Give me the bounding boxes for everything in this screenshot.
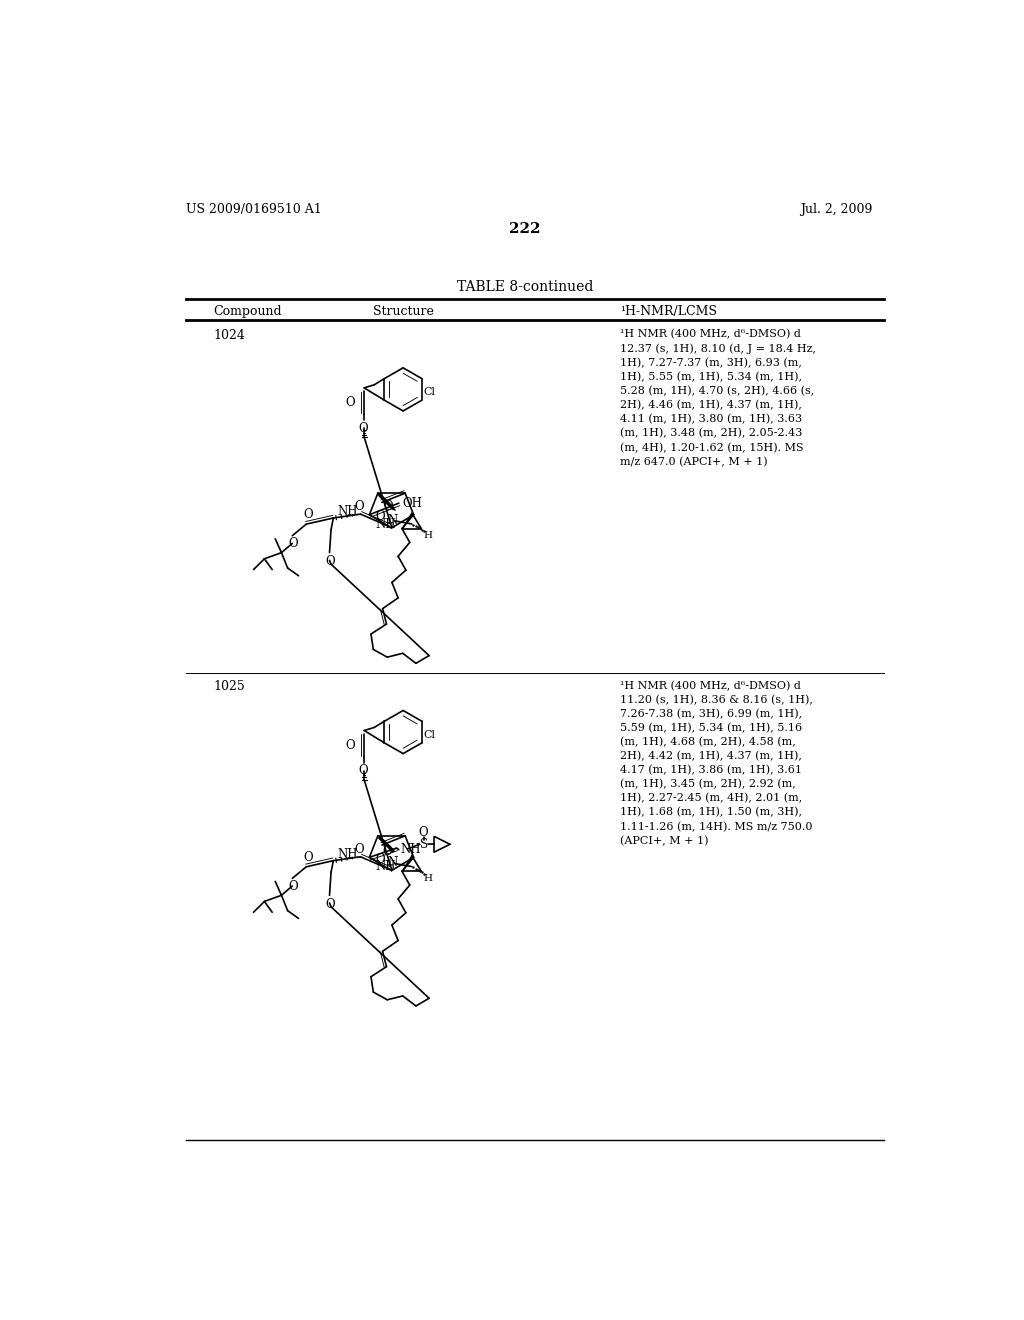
Text: S: S	[420, 838, 428, 851]
Text: H: H	[424, 874, 432, 883]
Text: Cl: Cl	[424, 730, 435, 739]
Text: H: H	[424, 531, 432, 540]
Text: Structure: Structure	[373, 305, 433, 318]
Text: NH: NH	[400, 843, 421, 857]
Text: O: O	[376, 853, 385, 866]
Text: 222: 222	[509, 222, 541, 235]
Text: O: O	[304, 508, 313, 521]
Text: NH: NH	[376, 517, 396, 531]
Text: O: O	[345, 739, 355, 751]
Text: O: O	[354, 842, 364, 855]
Text: O: O	[358, 764, 369, 777]
Text: ¹H NMR (400 MHz, d⁶-DMSO) d
12.37 (s, 1H), 8.10 (d, J = 18.4 Hz,
1H), 7.27-7.37 : ¹H NMR (400 MHz, d⁶-DMSO) d 12.37 (s, 1H…	[621, 330, 816, 467]
Text: N: N	[387, 857, 397, 870]
Text: O: O	[419, 826, 428, 840]
Text: Jul. 2, 2009: Jul. 2, 2009	[800, 203, 872, 216]
Text: O: O	[289, 537, 298, 550]
Text: Cl: Cl	[424, 387, 435, 397]
Text: ¹H-NMR/LCMS: ¹H-NMR/LCMS	[621, 305, 717, 318]
Text: Compound: Compound	[213, 305, 282, 318]
Text: ¹H NMR (400 MHz, d⁶-DMSO) d
11.20 (s, 1H), 8.36 & 8.16 (s, 1H),
7.26-7.38 (m, 3H: ¹H NMR (400 MHz, d⁶-DMSO) d 11.20 (s, 1H…	[621, 681, 813, 846]
Text: 1024: 1024	[213, 330, 245, 342]
Text: O: O	[354, 500, 364, 513]
Text: OH: OH	[402, 496, 423, 510]
Text: O: O	[383, 500, 393, 513]
Text: O: O	[326, 898, 335, 911]
Text: NH: NH	[337, 506, 357, 519]
Text: O: O	[289, 880, 298, 892]
Text: 1025: 1025	[213, 681, 245, 693]
Text: O: O	[358, 422, 369, 434]
Text: O: O	[326, 554, 335, 568]
Text: NH: NH	[376, 861, 396, 874]
Text: NH: NH	[337, 847, 357, 861]
Text: O: O	[382, 845, 392, 858]
Text: TABLE 8-continued: TABLE 8-continued	[457, 280, 593, 294]
Text: N: N	[387, 513, 397, 527]
Text: US 2009/0169510 A1: US 2009/0169510 A1	[186, 203, 322, 216]
Text: O: O	[376, 510, 385, 523]
Text: O: O	[345, 396, 355, 409]
Text: O: O	[304, 851, 313, 865]
